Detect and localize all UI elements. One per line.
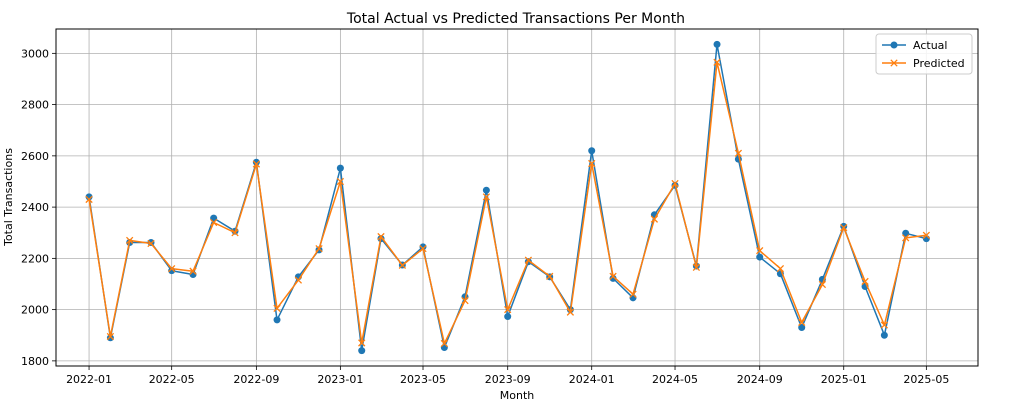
data-point	[273, 304, 281, 312]
y-tick-label: 1800	[21, 355, 49, 368]
data-point	[713, 40, 721, 48]
data-point	[609, 274, 617, 282]
y-tick-label: 2400	[21, 201, 49, 214]
legend-box	[875, 33, 973, 75]
data-point	[902, 229, 910, 237]
data-point	[482, 193, 491, 201]
data-point	[880, 321, 889, 329]
series-actual	[85, 40, 930, 355]
data-point	[798, 324, 806, 332]
series-predicted	[85, 58, 931, 348]
legend-label: Predicted	[913, 57, 965, 70]
data-point	[566, 308, 575, 316]
data-point	[692, 263, 701, 271]
data-point	[336, 164, 344, 172]
legend-marker	[890, 59, 898, 67]
data-point	[440, 339, 449, 348]
y-tick-label: 2200	[21, 252, 49, 265]
legend-marker	[890, 41, 898, 49]
y-axis-label: Total Transactions	[2, 148, 15, 247]
legend-item-actual: Actual	[882, 39, 947, 52]
data-point	[922, 231, 931, 239]
data-point	[231, 229, 239, 237]
legend: Actual Predicted	[875, 33, 973, 75]
data-point	[210, 218, 218, 227]
series-layer	[85, 40, 931, 355]
data-point	[358, 339, 366, 347]
data-point	[315, 244, 323, 253]
x-axis: 2022-01 2022-05 2022-09 2023-01 2023-05 2023-…	[66, 366, 949, 386]
data-point	[650, 215, 659, 223]
data-point	[840, 222, 848, 230]
legend-item-predicted: Predicted	[882, 57, 965, 70]
data-point	[358, 347, 366, 355]
data-point	[273, 316, 281, 324]
x-tick-label: 2022-09	[233, 373, 279, 386]
data-point	[336, 177, 345, 186]
data-point	[524, 256, 533, 264]
y-tick-label: 2600	[21, 150, 49, 163]
data-point	[85, 193, 93, 201]
x-tick-label: 2024-05	[652, 373, 698, 386]
x-axis-label: Month	[500, 389, 535, 402]
y-tick-label: 2800	[21, 99, 49, 112]
x-tick-label: 2023-01	[317, 373, 363, 386]
data-point	[504, 313, 512, 321]
data-point	[482, 186, 490, 194]
data-point	[85, 195, 93, 204]
data-point	[840, 223, 848, 232]
grid-lines	[56, 29, 978, 366]
data-point	[106, 334, 114, 342]
x-tick-label: 2022-05	[149, 373, 195, 386]
data-point	[294, 276, 303, 284]
y-axis: 1800 2000 2200 2400 2600 2800 3000	[21, 47, 56, 368]
x-tick-label: 2025-01	[821, 373, 867, 386]
data-point	[629, 290, 637, 298]
data-point	[588, 159, 596, 168]
data-point	[734, 149, 743, 157]
data-point	[377, 232, 385, 241]
data-point	[252, 160, 261, 168]
data-point	[798, 318, 806, 327]
x-tick-label: 2024-09	[737, 373, 783, 386]
y-tick-label: 3000	[21, 47, 49, 60]
data-point	[609, 272, 617, 280]
data-point	[419, 243, 427, 251]
data-point	[756, 247, 764, 255]
data-point	[106, 332, 115, 341]
y-tick-label: 2000	[21, 304, 49, 317]
data-point	[168, 264, 176, 273]
data-point	[818, 280, 827, 289]
x-tick-label: 2024-01	[569, 373, 615, 386]
plot-frame	[55, 28, 979, 367]
data-point	[880, 331, 888, 339]
data-point	[504, 305, 512, 314]
data-point	[588, 147, 596, 155]
data-point	[398, 261, 407, 269]
data-point	[629, 294, 637, 302]
data-point	[252, 158, 260, 166]
data-point	[713, 58, 721, 66]
data-point	[902, 234, 910, 242]
x-tick-label: 2023-09	[485, 373, 531, 386]
data-point	[189, 267, 197, 275]
data-point	[861, 277, 869, 286]
chart-title: Total Actual vs Predicted Transactions P…	[346, 11, 685, 27]
data-point	[671, 179, 679, 188]
data-point	[126, 236, 134, 245]
data-point	[776, 264, 785, 273]
x-tick-label: 2022-01	[66, 373, 112, 386]
data-point	[147, 239, 155, 248]
data-point	[546, 272, 554, 280]
data-point	[756, 253, 764, 261]
x-tick-label: 2023-05	[400, 373, 446, 386]
data-point	[147, 238, 155, 246]
legend-label: Actual	[913, 39, 947, 52]
x-tick-label: 2025-05	[903, 373, 949, 386]
data-point	[419, 244, 427, 253]
data-point	[461, 296, 469, 305]
